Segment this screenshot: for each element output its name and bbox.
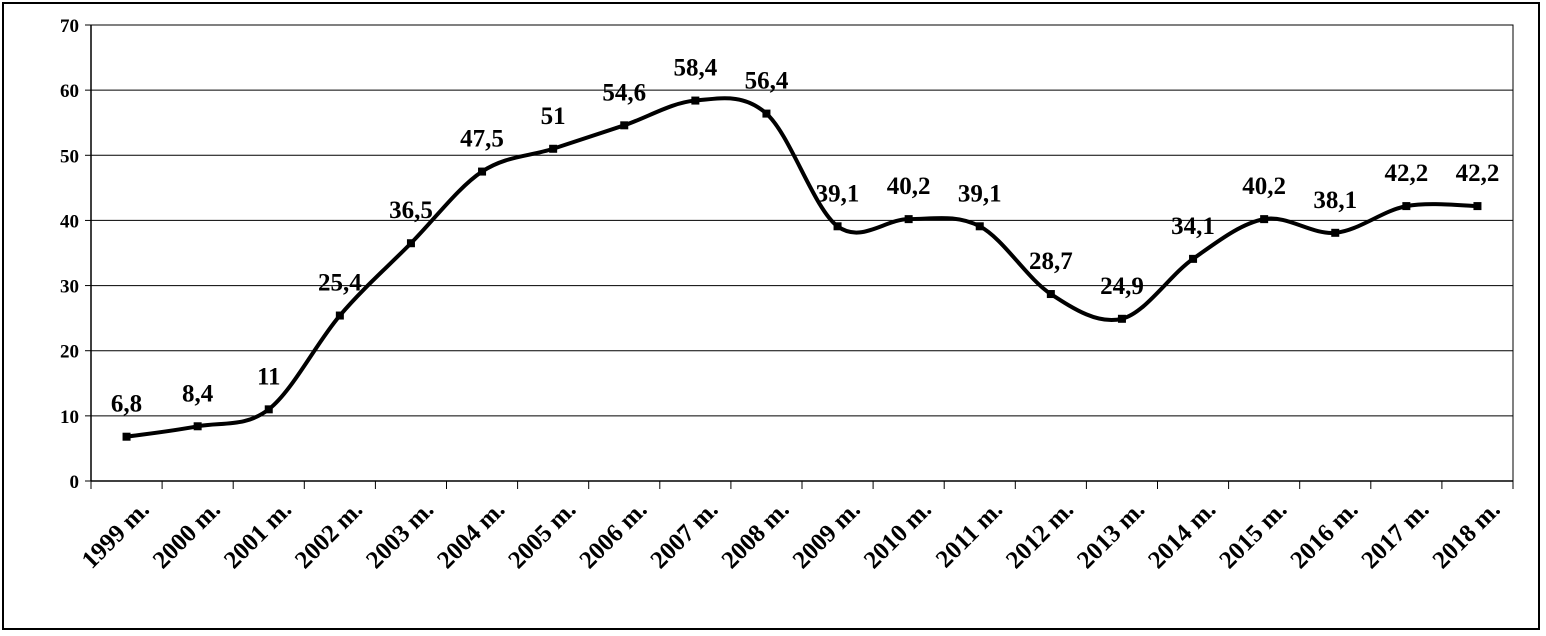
data-point [1331,228,1340,237]
y-tick-label: 30 [60,277,79,298]
x-tick-label: 2010 m. [859,496,937,574]
data-label: 38,1 [1313,187,1357,214]
data-point [335,311,344,320]
data-label: 8,4 [182,380,214,407]
data-label: 24,9 [1100,273,1144,300]
x-tick-label: 2016 m. [1285,496,1363,574]
x-tick-label: 2006 m. [574,496,652,574]
data-label: 39,1 [816,180,860,207]
data-point [1117,314,1126,323]
series-line [126,96,1478,439]
x-tick-label: 2012 m. [1001,496,1079,574]
data-point [478,167,487,176]
x-tick-label: 2008 m. [717,496,795,574]
x-tick-label: 2002 m. [290,496,368,574]
data-point [264,405,273,414]
y-tick-label: 10 [60,407,79,428]
data-point [904,215,913,224]
x-axis-ticks: 1999 m.2000 m.2001 m.2002 m.2003 m.2004 … [77,481,1514,574]
x-tick-label: 1999 m. [77,496,155,574]
x-tick-label: 2011 m. [931,496,1008,573]
data-point [1260,215,1269,224]
data-point [975,222,984,231]
x-tick-label: 2004 m. [432,496,510,574]
data-point [762,109,771,118]
x-tick-label: 2000 m. [148,496,226,574]
data-label: 34,1 [1171,213,1215,240]
data-label: 47,5 [460,126,504,153]
data-point [1046,290,1055,299]
data-label: 54,6 [602,79,646,106]
x-tick-label: 2018 m. [1428,496,1506,574]
y-axis-ticks: 0 10 20 30 40 50 60 70 [60,16,91,493]
x-tick-label: 2013 m. [1072,496,1150,574]
y-tick-label: 50 [60,146,79,167]
data-label: 58,4 [673,55,717,82]
x-tick-label: 2001 m. [219,496,297,574]
data-label: 6,8 [111,391,142,418]
data-point [1473,202,1482,211]
data-label: 40,2 [887,173,931,200]
data-label: 51 [541,103,566,130]
data-label: 42,2 [1456,160,1500,187]
plot-area [90,24,1514,482]
data-label: 36,5 [389,197,433,224]
x-tick-label: 2005 m. [503,496,581,574]
data-labels: 6,8 8,4 11 25,4 36,5 47,5 51 54,6 58,4 56,4 39,1 40… [111,55,1499,418]
x-tick-label: 2015 m. [1214,496,1292,574]
y-tick-label: 40 [60,211,79,232]
series [122,96,1482,441]
data-point [691,96,700,105]
x-tick-label: 2007 m. [646,496,724,574]
x-tick-label: 2009 m. [788,496,866,574]
data-point [1402,202,1411,211]
data-label: 56,4 [745,68,789,95]
data-point [122,432,131,441]
x-tick-label: 2017 m. [1357,496,1435,574]
data-point [620,121,629,130]
x-tick-label: 2014 m. [1143,496,1221,574]
x-tick-label: 2003 m. [361,496,439,574]
data-label: 39,1 [958,180,1002,207]
data-point [549,144,558,153]
data-label: 28,7 [1029,248,1073,275]
y-tick-label: 0 [70,472,80,493]
data-label: 25,4 [318,270,362,297]
data-point [406,239,415,248]
data-point [193,422,202,431]
data-label: 11 [257,363,281,390]
data-label: 42,2 [1384,160,1428,187]
data-label: 40,2 [1242,173,1286,200]
y-tick-label: 20 [60,342,79,363]
y-tick-label: 60 [60,81,79,102]
data-point [833,222,842,231]
y-tick-label: 70 [60,16,79,37]
grid-lines [91,24,1513,417]
data-point [1189,254,1198,263]
axes [90,24,1514,482]
